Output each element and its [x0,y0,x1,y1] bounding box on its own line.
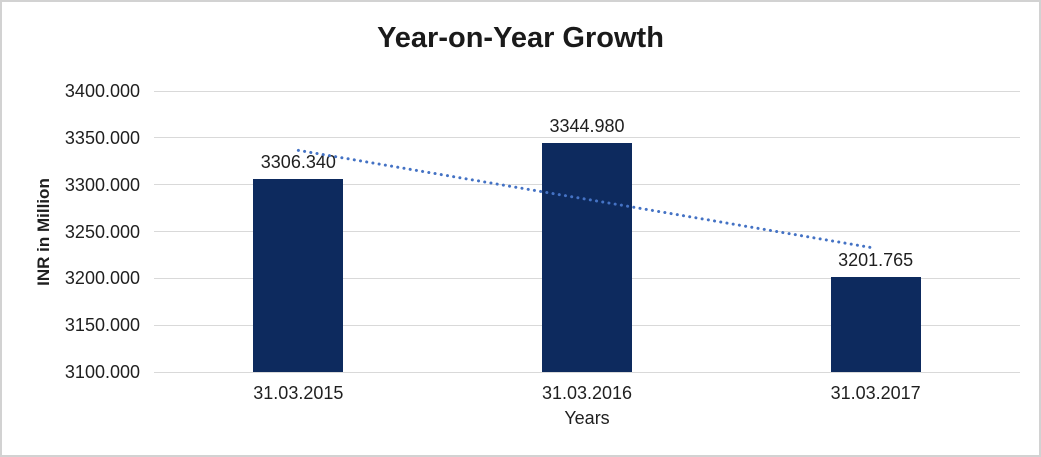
bar [542,142,632,372]
bar [830,276,921,372]
y-tick-label: 3400.000 [64,81,140,101]
y-tick-label: 3200.000 [64,268,140,289]
bar-data-label: 3201.765 [838,249,914,270]
x-axis-title: Years [564,408,610,428]
bar [253,178,344,372]
y-tick-label: 3150.000 [64,315,140,336]
y-tick-label: 3250.000 [64,221,140,242]
gridline [154,90,1020,92]
x-tick-label: 31.03.2015 [253,383,344,403]
chart-title: Year-on-Year Growth [377,22,664,54]
gridline [154,371,1020,373]
bar-data-label: 3344.980 [549,115,625,136]
gridline [154,137,1020,139]
y-tick-label: 3100.000 [64,362,140,382]
y-tick-label: 3350.000 [64,127,140,148]
bar-data-label: 3306.340 [260,151,336,172]
x-tick-label: 31.03.2017 [830,383,921,403]
x-tick-label: 31.03.2016 [541,383,633,403]
y-tick-label: 3300.000 [64,174,140,195]
